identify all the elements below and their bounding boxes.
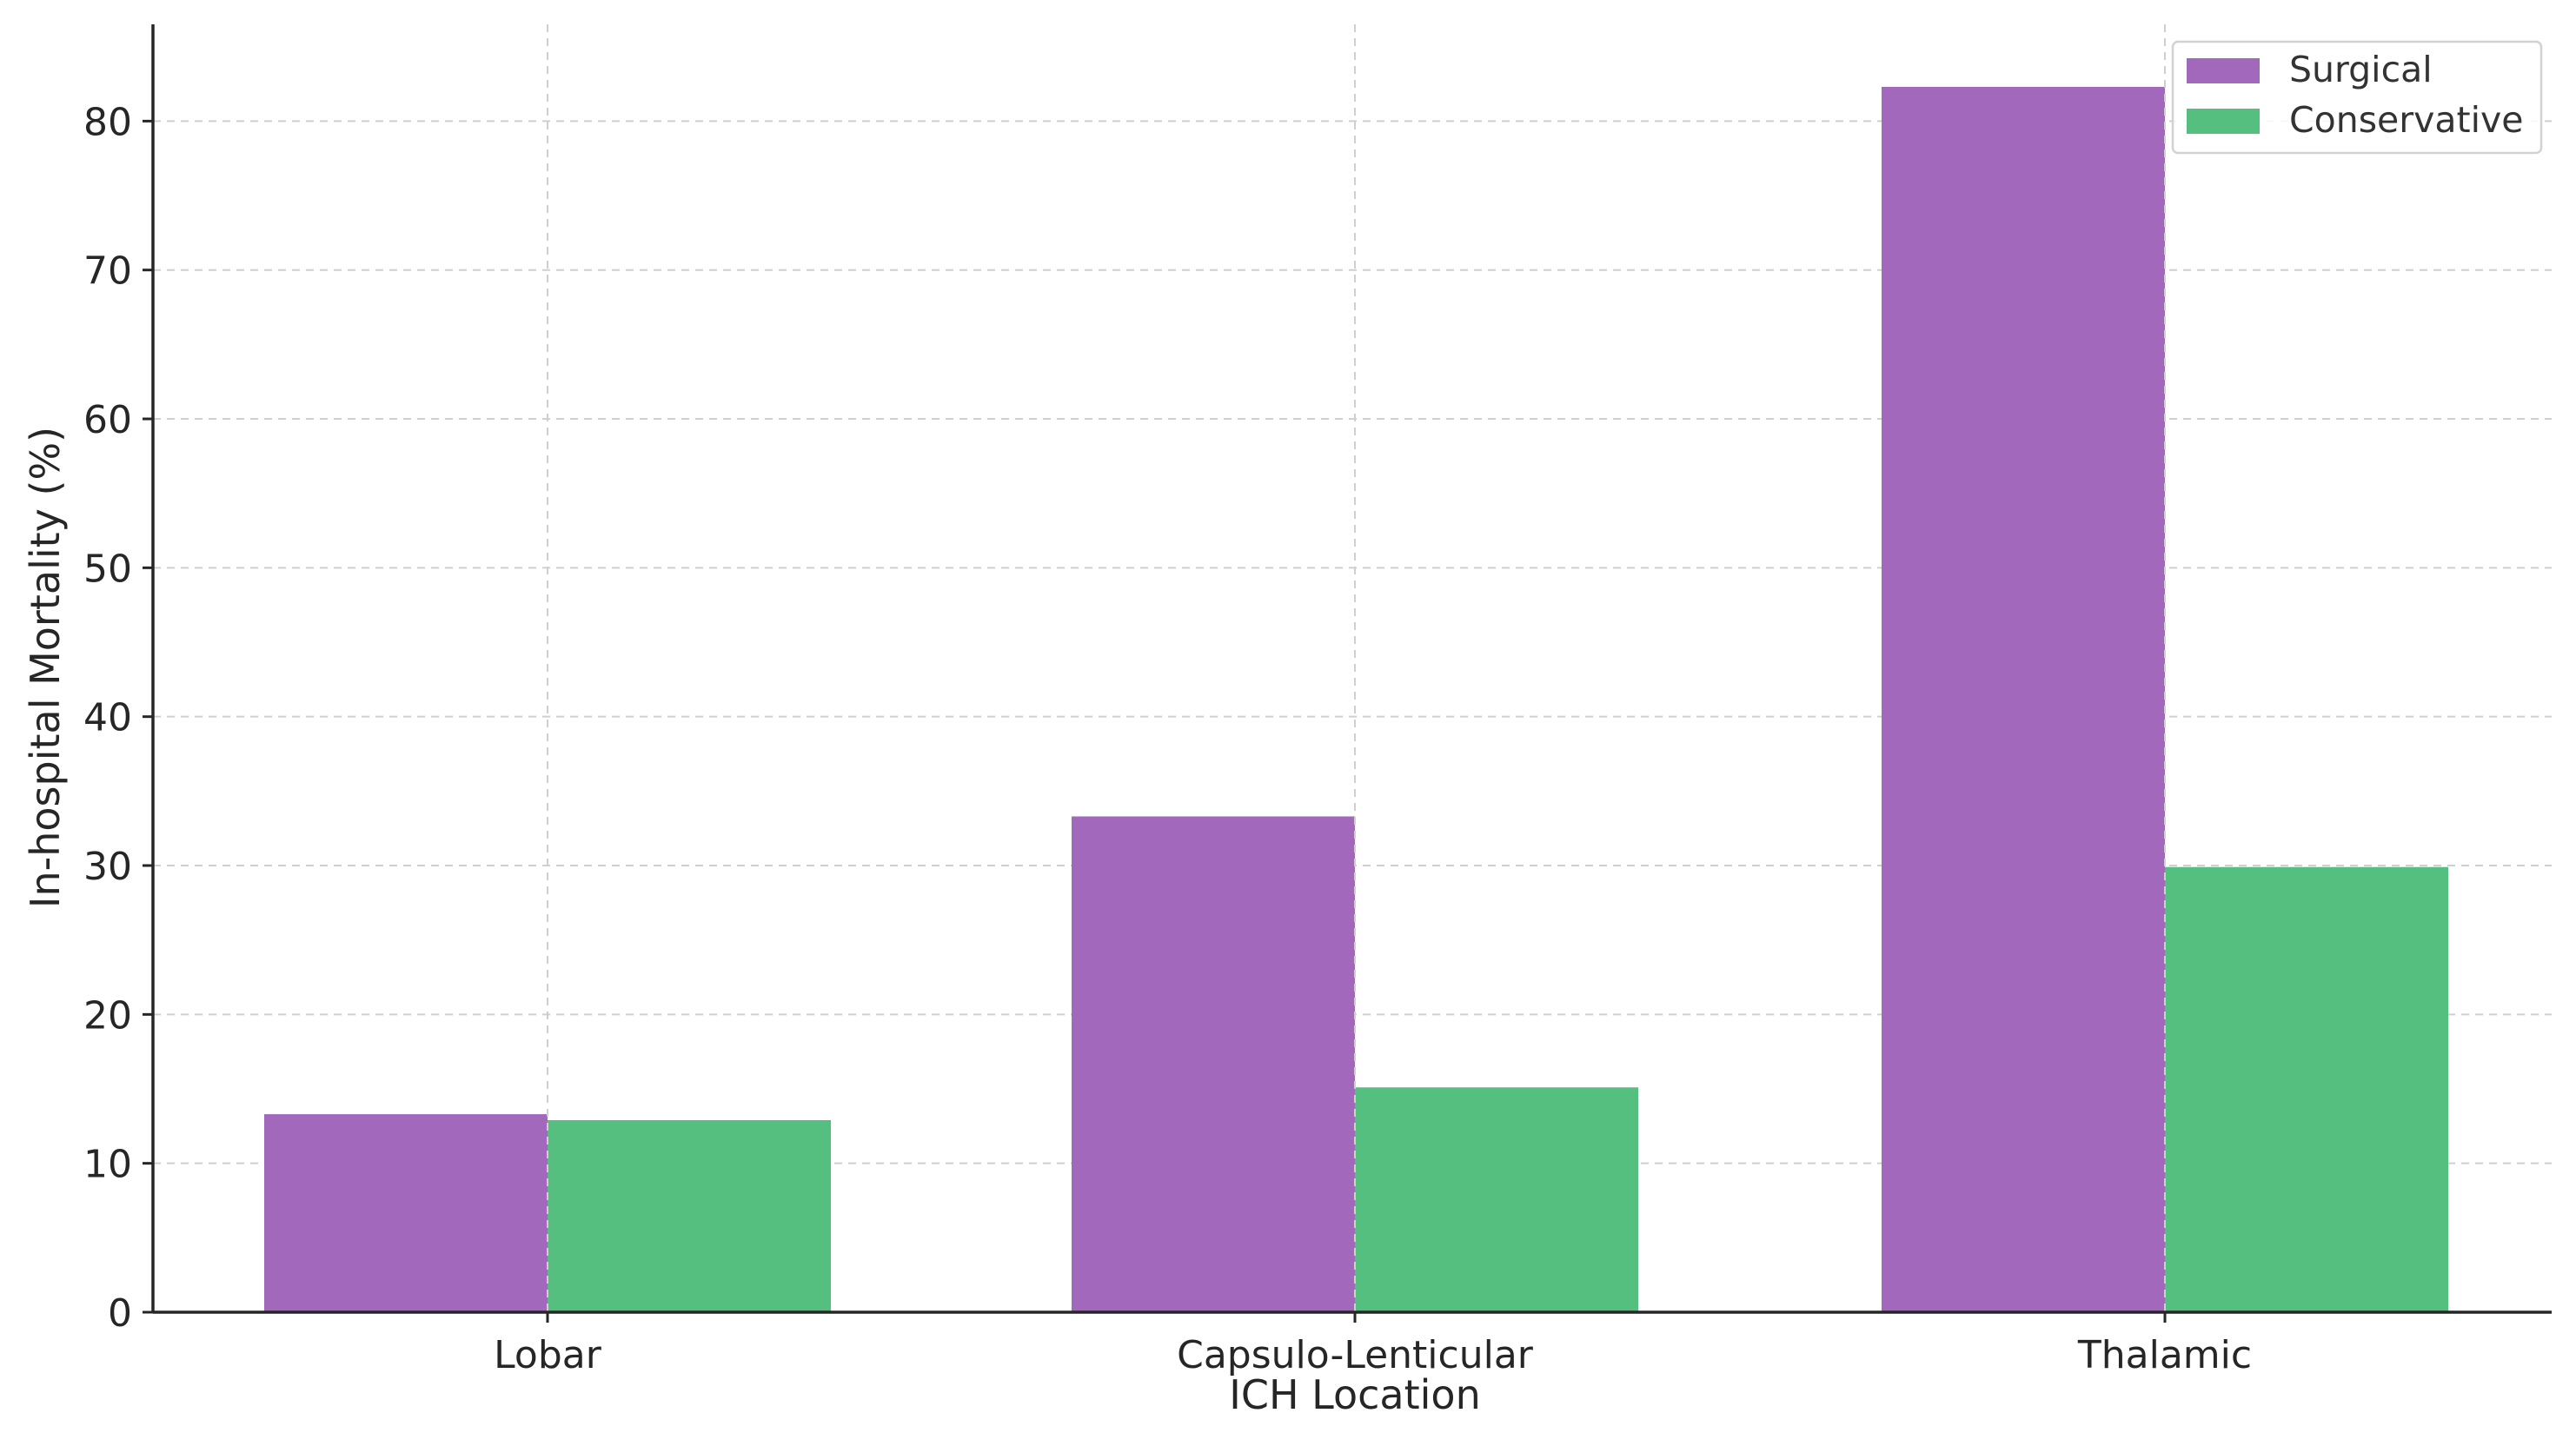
y-tick-label: 80 <box>83 100 132 144</box>
x-tick-label: Lobar <box>494 1333 602 1377</box>
bar-surgical-thalamic <box>1882 86 2165 1313</box>
axis-layer: 0 10 20 30 40 50 60 70 80 Lobar Capsulo-Lenticular… <box>83 24 2552 1377</box>
bar-conservative-capsulo-lenticular <box>1355 1087 1638 1312</box>
legend-label-conservative: Conservative <box>2289 99 2523 141</box>
y-tick-label: 40 <box>83 696 132 740</box>
y-tick-label: 30 <box>83 845 132 889</box>
bar-layer <box>264 24 2448 1313</box>
bar-conservative-thalamic <box>2165 866 2448 1312</box>
legend-label-surgical: Surgical <box>2289 49 2433 90</box>
y-tick-label: 50 <box>83 547 132 591</box>
bar-surgical-lobar <box>264 1114 548 1312</box>
x-tick-label: Capsulo-Lenticular <box>1177 1333 1534 1377</box>
legend-frame <box>2171 40 2543 155</box>
y-tick-label: 60 <box>83 398 132 442</box>
y-tick-label: 0 <box>108 1291 132 1336</box>
legend-swatch-conservative <box>2187 109 2260 134</box>
bar-conservative-lobar <box>548 1119 831 1312</box>
y-tick-label: 70 <box>83 249 132 294</box>
x-tick-label: Thalamic <box>2077 1333 2252 1377</box>
y-tick-label: 10 <box>83 1143 132 1187</box>
legend: Surgical Conservative <box>2171 40 2543 155</box>
x-axis-title: ICH Location <box>1229 1371 1480 1418</box>
y-axis-title: In-hospital Mortality (%) <box>22 427 69 908</box>
legend-swatch-surgical <box>2187 58 2260 83</box>
y-tick-label: 20 <box>83 993 132 1038</box>
bar-surgical-capsulo-lenticular <box>1072 816 1355 1312</box>
